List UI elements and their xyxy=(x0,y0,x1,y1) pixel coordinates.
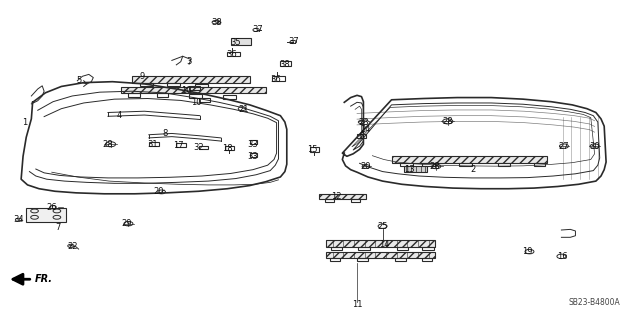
Text: 27: 27 xyxy=(559,142,569,151)
Text: 16: 16 xyxy=(557,252,568,261)
Text: 28: 28 xyxy=(102,140,113,149)
Text: 1: 1 xyxy=(22,117,28,127)
Text: 26: 26 xyxy=(47,203,57,212)
Text: 35: 35 xyxy=(230,38,241,47)
Text: 37: 37 xyxy=(252,26,263,34)
Bar xyxy=(225,146,234,150)
Text: 32: 32 xyxy=(193,143,204,152)
Text: 5: 5 xyxy=(76,76,81,85)
Bar xyxy=(195,84,208,87)
Bar xyxy=(140,83,153,86)
Bar xyxy=(250,153,257,157)
Text: 12: 12 xyxy=(331,192,341,202)
Bar xyxy=(280,61,291,66)
Text: 33: 33 xyxy=(248,140,259,149)
Bar xyxy=(223,95,236,99)
Text: 34: 34 xyxy=(13,215,24,224)
Text: 33: 33 xyxy=(248,152,259,161)
Bar xyxy=(189,94,202,98)
Text: 19: 19 xyxy=(522,247,532,256)
Text: 20: 20 xyxy=(154,187,164,197)
Bar xyxy=(392,156,547,163)
Bar xyxy=(198,145,208,149)
Text: 28: 28 xyxy=(442,117,453,126)
Text: 38: 38 xyxy=(211,19,222,27)
Bar xyxy=(357,134,366,138)
Bar xyxy=(351,199,360,202)
Text: 18: 18 xyxy=(222,144,233,153)
Text: 2: 2 xyxy=(470,165,476,174)
Bar xyxy=(26,208,66,222)
Bar xyxy=(357,258,368,261)
Bar xyxy=(358,247,370,250)
Bar xyxy=(132,76,250,83)
Text: 4: 4 xyxy=(116,111,122,120)
Bar xyxy=(310,147,319,152)
Bar xyxy=(422,258,433,261)
Bar xyxy=(189,86,200,90)
Text: 28: 28 xyxy=(429,162,440,171)
Text: 10: 10 xyxy=(180,86,191,95)
Bar xyxy=(157,93,168,97)
Text: 22: 22 xyxy=(68,242,78,251)
Text: 37: 37 xyxy=(288,38,298,47)
Text: 13: 13 xyxy=(404,165,415,174)
Bar xyxy=(534,163,545,166)
Text: 11: 11 xyxy=(352,300,362,309)
Bar xyxy=(497,163,510,166)
Bar xyxy=(396,258,406,261)
Bar xyxy=(227,51,240,56)
Bar xyxy=(250,140,257,144)
Bar xyxy=(272,76,285,81)
Text: FR.: FR. xyxy=(35,274,52,284)
Text: 21: 21 xyxy=(238,105,248,114)
Text: 20: 20 xyxy=(361,162,371,171)
Bar xyxy=(176,143,186,147)
Text: 38: 38 xyxy=(280,60,291,69)
Text: 3: 3 xyxy=(186,56,192,65)
Bar xyxy=(326,241,435,247)
Text: 24: 24 xyxy=(361,125,371,134)
Text: 36: 36 xyxy=(227,50,237,59)
Text: 25: 25 xyxy=(378,222,388,231)
Bar xyxy=(198,98,210,102)
Text: 17: 17 xyxy=(173,141,184,150)
Bar xyxy=(404,166,428,172)
Bar xyxy=(167,83,179,86)
Bar xyxy=(319,194,366,199)
Bar xyxy=(460,163,472,166)
Bar xyxy=(230,38,251,45)
Bar xyxy=(400,163,413,166)
Text: 8: 8 xyxy=(163,129,168,138)
Bar xyxy=(397,247,408,250)
Bar xyxy=(332,247,342,250)
Text: 31: 31 xyxy=(147,140,158,149)
Bar xyxy=(325,199,334,202)
Text: 30: 30 xyxy=(589,142,600,151)
Bar xyxy=(326,252,435,258)
Text: 23: 23 xyxy=(358,117,369,127)
Text: SB23-B4800A: SB23-B4800A xyxy=(568,298,620,307)
Bar xyxy=(330,258,340,261)
Bar xyxy=(422,163,435,166)
Text: 6: 6 xyxy=(359,132,364,141)
Text: 9: 9 xyxy=(140,72,145,81)
Bar xyxy=(129,93,140,97)
Text: 29: 29 xyxy=(122,219,132,228)
Text: 10: 10 xyxy=(191,98,202,107)
Text: 14: 14 xyxy=(379,240,389,249)
Text: 15: 15 xyxy=(307,145,317,154)
Text: 36: 36 xyxy=(270,75,281,84)
Bar xyxy=(150,142,159,146)
Bar xyxy=(121,87,266,93)
Text: 7: 7 xyxy=(56,223,61,232)
Bar xyxy=(422,247,434,250)
